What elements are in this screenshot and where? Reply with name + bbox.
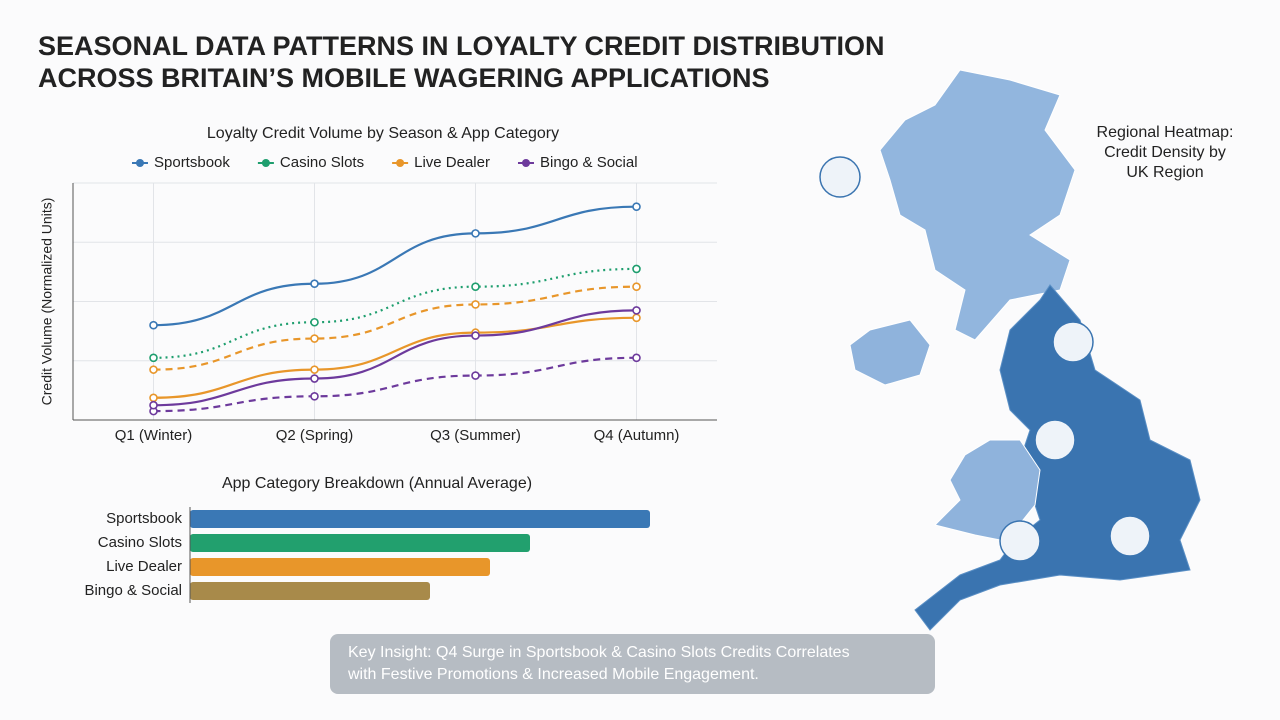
scotland — [879, 69, 1076, 341]
data-point — [632, 202, 641, 211]
series-line — [153, 285, 637, 371]
data-point — [310, 317, 319, 327]
data-point — [149, 400, 158, 410]
data-point — [471, 282, 480, 291]
legend-label: Live Dealer — [414, 154, 490, 171]
wales — [934, 439, 1041, 541]
title-line: SEASONAL DATA PATTERNS IN LOYALTY CREDIT… — [38, 31, 885, 61]
series-line — [153, 205, 637, 327]
map-title: Credit Density by — [1104, 144, 1226, 161]
data-point — [471, 331, 480, 340]
uk-map — [819, 69, 1201, 631]
legend-label: Sportsbook — [154, 154, 230, 171]
map-title: UK Region — [1126, 164, 1203, 181]
data-point — [149, 393, 158, 403]
data-point — [632, 306, 641, 315]
map-title: Regional Heatmap: — [1097, 124, 1234, 141]
spring-icon — [1052, 321, 1094, 363]
sun-icon — [999, 520, 1041, 562]
series-line — [153, 309, 637, 407]
winter-icon — [819, 156, 861, 198]
data-point — [310, 365, 319, 374]
bar — [190, 582, 430, 600]
autumn-icon — [1109, 515, 1151, 557]
series-line — [153, 316, 637, 399]
data-point — [149, 365, 158, 374]
x-tick-label: Q1 (Winter) — [115, 427, 193, 444]
bar — [190, 510, 650, 528]
legend-marker — [521, 159, 530, 167]
x-tick-label: Q3 (Summer) — [430, 427, 521, 444]
x-tick-label: Q4 (Autumn) — [594, 427, 680, 444]
insight-text: Key Insight: Q4 Surge in Sportsbook & Ca… — [348, 644, 850, 661]
y-tick-label: Casino Slots — [98, 534, 182, 551]
legend-label: Bingo & Social — [540, 154, 638, 171]
x-tick-label: Q2 (Spring) — [276, 427, 354, 444]
data-point — [471, 229, 480, 238]
y-tick-label: Live Dealer — [106, 558, 182, 575]
y-tick-label: Bingo & Social — [84, 582, 182, 599]
y-axis-label: Credit Volume (Normalized Units) — [39, 198, 55, 406]
data-point — [632, 313, 641, 323]
northern-ireland — [849, 319, 931, 386]
data-point — [310, 374, 319, 383]
chart-title: App Category Breakdown (Annual Average) — [222, 475, 532, 492]
bar — [190, 558, 490, 576]
bar — [190, 534, 530, 552]
data-point — [310, 391, 319, 401]
data-point — [471, 300, 480, 309]
data-point — [632, 264, 641, 274]
summer-icon — [1034, 419, 1076, 461]
legend-marker — [396, 159, 405, 167]
data-point — [632, 353, 641, 363]
season-icons — [819, 156, 1151, 562]
insight-box — [330, 634, 935, 694]
chart-title: Loyalty Credit Volume by Season & App Ca… — [207, 125, 559, 142]
data-point — [310, 279, 319, 289]
data-point — [632, 282, 641, 291]
data-point — [149, 353, 158, 363]
data-point — [310, 334, 319, 343]
legend-marker — [136, 159, 144, 167]
data-point — [471, 371, 480, 380]
legend-label: Casino Slots — [280, 154, 364, 171]
title-line: ACROSS BRITAIN’S MOBILE WAGERING APPLICA… — [38, 63, 770, 93]
insight-text: with Festive Promotions & Increased Mobi… — [347, 666, 759, 683]
series-line — [153, 356, 637, 413]
legend-marker — [261, 159, 270, 167]
data-point — [149, 320, 158, 330]
y-tick-label: Sportsbook — [106, 510, 182, 527]
